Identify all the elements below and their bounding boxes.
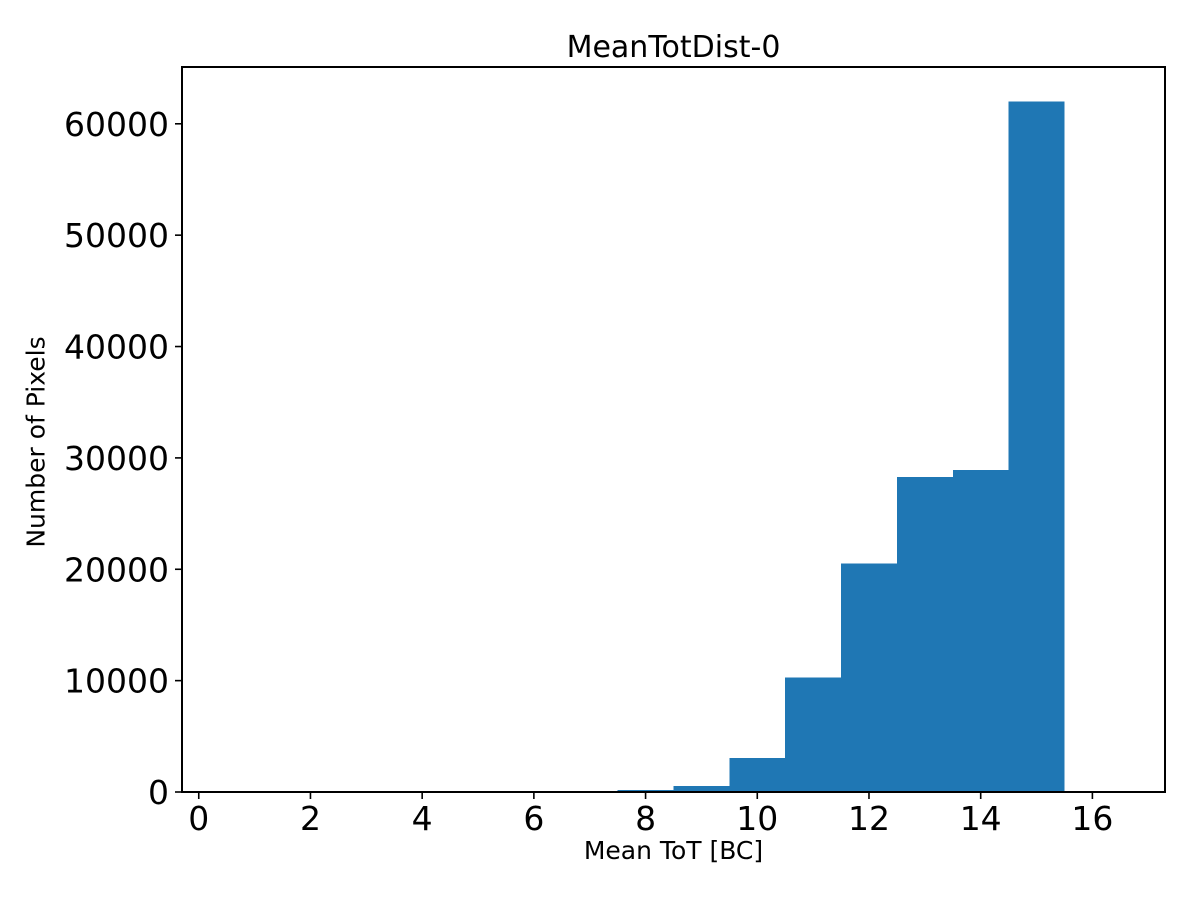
x-tick-label: 0 [188, 799, 209, 838]
y-tick-label: 30000 [64, 439, 169, 478]
x-tick-label: 8 [635, 799, 656, 838]
y-axis-label: Number of Pixels [21, 336, 51, 548]
y-tick-label: 50000 [64, 216, 169, 255]
histogram-bar [896, 476, 953, 792]
histogram-bar [617, 789, 674, 792]
y-tick-label: 10000 [64, 662, 169, 701]
x-tick-label: 16 [1071, 799, 1113, 838]
x-tick-label: 10 [736, 799, 778, 838]
x-tick-label: 12 [848, 799, 890, 838]
y-tick-label: 20000 [64, 550, 169, 589]
x-tick-label: 14 [960, 799, 1002, 838]
histogram-bar [1008, 101, 1065, 792]
y-tick-label: 0 [148, 773, 169, 812]
x-tick-label: 2 [300, 799, 321, 838]
histogram-bar [673, 785, 730, 792]
histogram-bar [729, 758, 786, 792]
chart-title: MeanTotDist-0 [566, 30, 781, 65]
histogram-bar [841, 563, 897, 792]
y-tick-label: 60000 [64, 105, 169, 144]
y-tick-label: 40000 [64, 328, 169, 367]
x-tick-label: 4 [412, 799, 433, 838]
x-axis-label: Mean ToT [BC] [583, 836, 764, 865]
histogram-bar [952, 470, 1009, 792]
x-tick-label: 6 [523, 799, 544, 838]
histogram-bar [785, 677, 842, 792]
axes-spines [181, 66, 1166, 793]
